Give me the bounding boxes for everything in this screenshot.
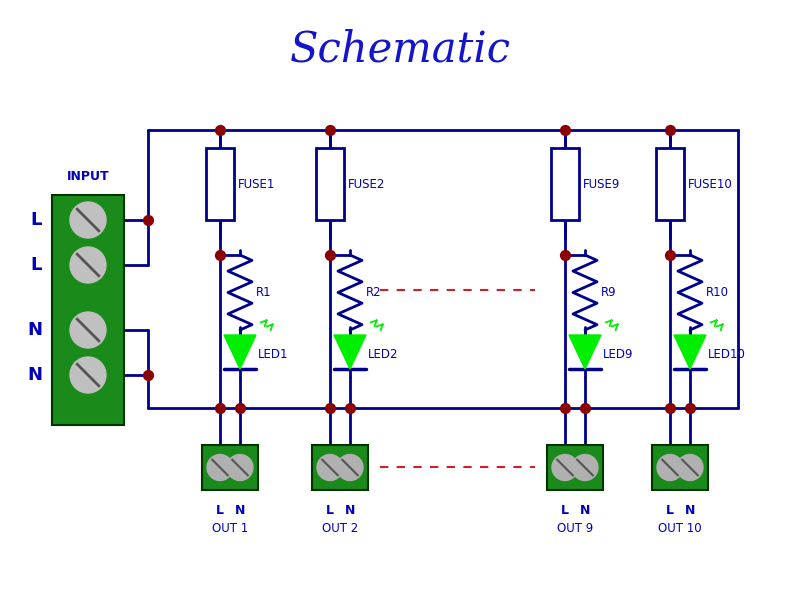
Text: R1: R1 <box>256 286 272 299</box>
Text: L: L <box>561 504 569 517</box>
Text: LED2: LED2 <box>368 349 398 361</box>
Point <box>664 250 677 260</box>
Circle shape <box>337 455 363 481</box>
Point <box>558 125 571 135</box>
Point <box>344 403 357 413</box>
Text: FUSE1: FUSE1 <box>238 178 275 191</box>
Text: FUSE2: FUSE2 <box>348 178 386 191</box>
Circle shape <box>572 455 598 481</box>
Point <box>323 403 337 413</box>
Circle shape <box>657 455 683 481</box>
Bar <box>206 148 234 220</box>
Bar <box>551 148 579 220</box>
Polygon shape <box>334 335 366 369</box>
Text: OUT 10: OUT 10 <box>658 522 702 535</box>
Point <box>323 250 337 260</box>
Circle shape <box>227 455 253 481</box>
Circle shape <box>207 455 233 481</box>
Polygon shape <box>674 335 706 369</box>
Bar <box>316 148 344 220</box>
Bar <box>52 195 124 425</box>
Point <box>683 403 696 413</box>
Circle shape <box>70 312 106 348</box>
Circle shape <box>317 455 343 481</box>
Text: N: N <box>27 321 42 339</box>
Circle shape <box>70 202 106 238</box>
Polygon shape <box>224 335 256 369</box>
Text: R2: R2 <box>366 286 382 299</box>
Point <box>234 403 246 413</box>
Bar <box>656 148 684 220</box>
Point <box>664 403 677 413</box>
Circle shape <box>677 455 703 481</box>
Point <box>214 250 226 260</box>
Text: N: N <box>345 504 355 517</box>
Text: L: L <box>666 504 674 517</box>
Bar <box>652 445 708 490</box>
Text: LED9: LED9 <box>603 349 634 361</box>
Point <box>142 370 154 380</box>
Text: OUT 2: OUT 2 <box>322 522 358 535</box>
Text: Schematic: Schematic <box>290 29 510 71</box>
Circle shape <box>70 357 106 393</box>
Text: INPUT: INPUT <box>66 170 110 183</box>
Text: R10: R10 <box>706 286 729 299</box>
Bar <box>547 445 603 490</box>
Text: L: L <box>30 256 42 274</box>
Text: N: N <box>235 504 245 517</box>
Text: N: N <box>27 366 42 384</box>
Text: N: N <box>685 504 695 517</box>
Circle shape <box>552 455 578 481</box>
Text: LED10: LED10 <box>708 349 746 361</box>
Text: OUT 1: OUT 1 <box>212 522 248 535</box>
Text: FUSE9: FUSE9 <box>583 178 620 191</box>
Text: OUT 9: OUT 9 <box>557 522 593 535</box>
Text: L: L <box>216 504 224 517</box>
Point <box>142 215 154 225</box>
Polygon shape <box>569 335 601 369</box>
Text: LED1: LED1 <box>258 349 289 361</box>
Point <box>664 125 677 135</box>
Point <box>578 403 591 413</box>
Text: R9: R9 <box>601 286 617 299</box>
Text: L: L <box>326 504 334 517</box>
Point <box>214 403 226 413</box>
Bar <box>202 445 258 490</box>
Point <box>558 403 571 413</box>
Text: L: L <box>30 211 42 229</box>
Text: N: N <box>580 504 590 517</box>
Point <box>214 125 226 135</box>
Point <box>323 125 337 135</box>
Bar <box>312 445 368 490</box>
Point <box>558 250 571 260</box>
Circle shape <box>70 247 106 283</box>
Text: FUSE10: FUSE10 <box>688 178 733 191</box>
